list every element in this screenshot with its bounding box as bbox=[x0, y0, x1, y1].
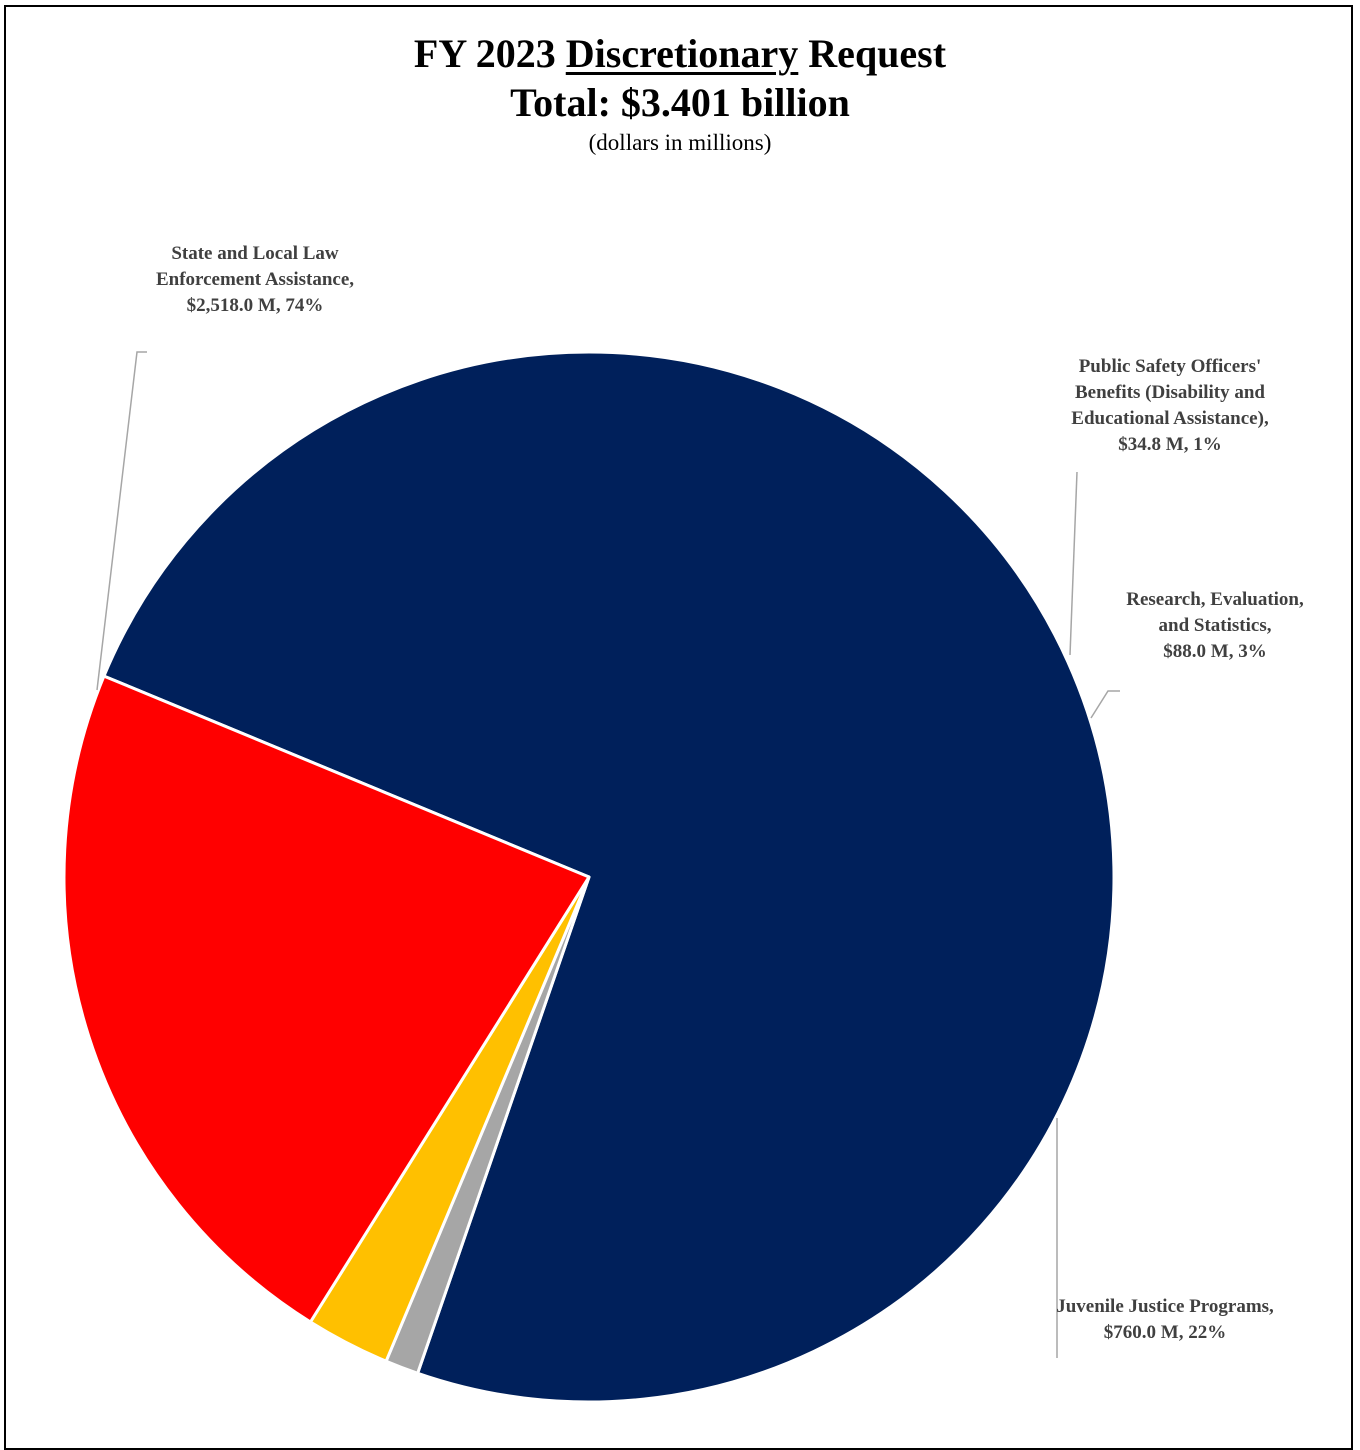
data-label-1: Public Safety Officers' Benefits (Disabil… bbox=[1020, 354, 1320, 458]
data-label-2-line-0: Research, Evaluation, bbox=[1126, 589, 1304, 610]
data-label-1-line-0: Public Safety Officers' bbox=[1078, 356, 1262, 377]
leader-line-0 bbox=[96, 351, 147, 691]
leader-line-1 bbox=[1069, 471, 1078, 656]
data-label-0: State and Local Law Enforcement Assistanc… bbox=[85, 241, 425, 319]
title-prefix: FY 2023 bbox=[413, 31, 566, 76]
title-emphasis: Discretionary bbox=[565, 31, 799, 76]
data-label-1-line-2: Educational Assistance), bbox=[1071, 408, 1269, 429]
pie-slice-3 bbox=[62, 674, 591, 1324]
chart-title-line1: FY 2023 Discretionary Request bbox=[0, 30, 1360, 78]
chart-subtitle: (dollars in millions) bbox=[588, 130, 772, 155]
data-label-3-line-1: $760.0 M, 22% bbox=[1103, 1322, 1227, 1343]
pie-slice-0 bbox=[102, 350, 1116, 1404]
data-label-0-line-2: $2,518.0 M, 74% bbox=[186, 295, 324, 316]
data-label-0-line-1: Enforcement Assistance, bbox=[155, 269, 355, 290]
leader-line-2 bbox=[1090, 690, 1120, 719]
data-label-2-line-1: and Statistics, bbox=[1158, 615, 1272, 636]
data-label-0-line-0: State and Local Law bbox=[171, 243, 339, 264]
chart-title-total: Total: $3.401 billion bbox=[510, 80, 850, 125]
data-label-3-line-0: Juvenile Justice Programs, bbox=[1056, 1296, 1274, 1317]
data-label-1-line-1: Benefits (Disability and bbox=[1074, 382, 1266, 403]
data-label-2-line-2: $88.0 M, 3% bbox=[1163, 641, 1267, 662]
title-suffix: Request bbox=[798, 31, 947, 76]
data-label-3: Juvenile Justice Programs, $760.0 M, 22% bbox=[1000, 1294, 1330, 1346]
data-label-1-line-3: $34.8 M, 1% bbox=[1118, 434, 1222, 455]
data-label-2: Research, Evaluation, and Statistics, $88.… bbox=[1080, 587, 1350, 665]
